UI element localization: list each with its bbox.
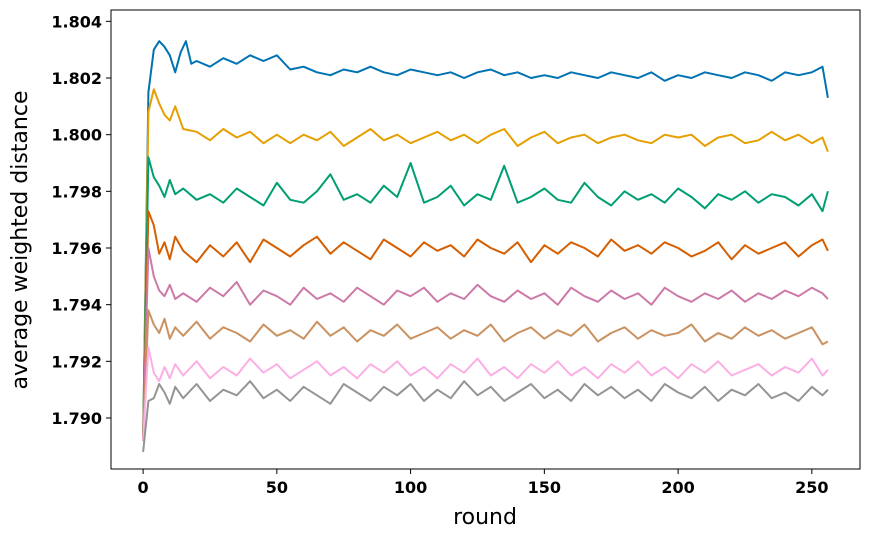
y-tick-label: 1.800	[51, 126, 102, 145]
x-tick-label: 150	[528, 478, 561, 497]
y-tick-label: 1.790	[51, 409, 102, 428]
plot-area	[110, 9, 861, 470]
series-line-3	[142, 156, 829, 441]
series-group	[142, 40, 829, 453]
x-tick-label: 250	[795, 478, 828, 497]
y-tick-label: 1.792	[51, 352, 102, 371]
x-tick-label: 100	[394, 478, 427, 497]
series-line-4	[142, 210, 829, 441]
y-tick-label: 1.804	[51, 12, 102, 31]
y-tick-label: 1.802	[51, 69, 102, 88]
y-tick-label: 1.796	[51, 239, 102, 258]
y-axis: 1.790 1.792 1.794 1.796 1.798 1.800 1.802 1.804	[51, 12, 111, 428]
y-axis-label: average weighted distance	[8, 91, 33, 390]
x-tick-label: 200	[661, 478, 694, 497]
x-axis: 0 50 100 150 200 250	[138, 469, 829, 497]
series-line-5	[142, 247, 829, 441]
series-line-8	[142, 380, 829, 453]
series-line-1	[142, 40, 829, 441]
x-axis-label: round	[453, 505, 517, 530]
x-tick-label: 0	[138, 478, 149, 497]
plot-frame	[110, 9, 861, 470]
y-tick-label: 1.794	[51, 296, 102, 315]
series-line-6	[142, 309, 829, 441]
y-tick-label: 1.798	[51, 182, 102, 201]
x-tick-label: 50	[266, 478, 288, 497]
series-line-7	[142, 346, 829, 441]
series-line-2	[142, 88, 829, 441]
